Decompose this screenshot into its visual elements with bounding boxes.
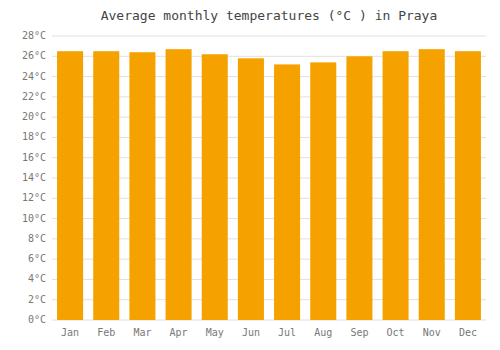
x-tick-label: May xyxy=(206,327,224,338)
bar xyxy=(93,51,119,320)
x-tick-label: Nov xyxy=(423,327,441,338)
bar xyxy=(129,52,155,320)
bar xyxy=(238,58,264,320)
bar xyxy=(383,51,409,320)
y-tick-label: 28°C xyxy=(22,30,46,41)
x-tick-label: Jun xyxy=(242,327,260,338)
x-tick-label: Mar xyxy=(133,327,151,338)
y-tick-label: 20°C xyxy=(22,111,46,122)
bar xyxy=(166,49,192,320)
bar xyxy=(346,56,372,320)
chart: 0°C 2°C 4°C 6°C 8°C 10°C 12°C 14°C 16°C 18°C 20°C 2… xyxy=(0,0,500,350)
grid-line xyxy=(52,36,486,37)
x-tick-label: Jan xyxy=(61,327,79,338)
y-tick-label: 14°C xyxy=(22,172,46,183)
x-tick-label: Apr xyxy=(170,327,188,338)
y-tick-label: 0°C xyxy=(28,314,46,325)
x-tick-label: Jul xyxy=(278,327,296,338)
bar xyxy=(202,54,228,320)
bar xyxy=(310,62,336,320)
chart-container: 0°C 2°C 4°C 6°C 8°C 10°C 12°C 14°C 16°C 18°C 20°C 2… xyxy=(0,0,500,350)
x-tick-label: Sep xyxy=(350,327,368,338)
y-tick-label: 4°C xyxy=(28,273,46,284)
y-tick-label: 2°C xyxy=(28,294,46,305)
x-tick-label: Feb xyxy=(97,327,115,338)
y-tick-label: 24°C xyxy=(22,71,46,82)
y-axis: 0°C 2°C 4°C 6°C 8°C 10°C 12°C 14°C 16°C 18°C 20°C 2… xyxy=(22,30,46,325)
bar xyxy=(419,49,445,320)
y-tick-label: 26°C xyxy=(22,50,46,61)
y-tick-label: 6°C xyxy=(28,253,46,264)
bar xyxy=(57,51,83,320)
y-tick-label: 22°C xyxy=(22,91,46,102)
title: Average monthly temperatures (°C ) in Pr… xyxy=(101,8,438,23)
y-tick-label: 16°C xyxy=(22,152,46,163)
x-tick-label: Dec xyxy=(459,327,477,338)
x-tick-label: Oct xyxy=(387,327,405,338)
y-tick-label: 12°C xyxy=(22,192,46,203)
y-tick-label: 18°C xyxy=(22,131,46,142)
y-tick-label: 8°C xyxy=(28,233,46,244)
x-axis: Jan Feb Mar Apr May Jun Jul Aug Sep Oct Nov Dec xyxy=(61,327,477,338)
bars xyxy=(57,49,481,320)
grid xyxy=(52,36,486,320)
x-tick-label: Aug xyxy=(314,327,332,338)
bar xyxy=(274,64,300,320)
bar xyxy=(455,51,481,320)
y-tick-label: 10°C xyxy=(22,213,46,224)
